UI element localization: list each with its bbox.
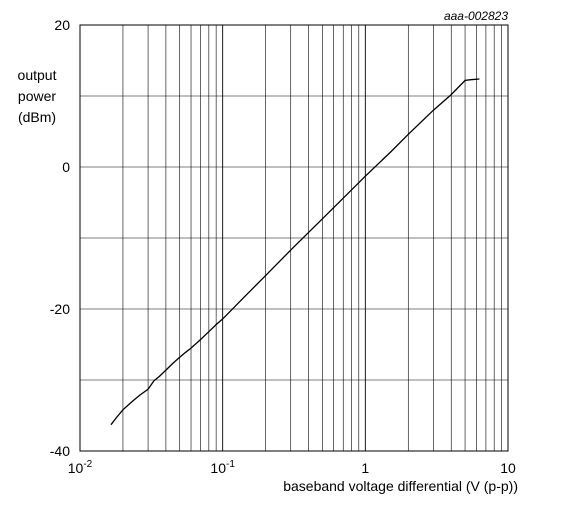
x-tick-label: 10-2: [68, 459, 93, 476]
y-tick-label: -20: [50, 301, 70, 317]
x-tick-label: 10-1: [210, 459, 235, 476]
x-tick-labels: 10-2 10-1 1 10: [68, 459, 516, 476]
y-tick-label: -40: [50, 443, 70, 459]
y-axis-label-line-1: output: [18, 67, 57, 83]
x-tick-label: 1: [361, 460, 369, 476]
y-tick-label: 0: [62, 159, 70, 175]
y-tick-labels: 20 0 -20 -40: [50, 17, 70, 459]
series-line: [110, 78, 480, 426]
x-axis-label: baseband voltage differential (V (p-p)): [283, 478, 518, 494]
x-tick-label: 10: [500, 460, 516, 476]
y-axis-label-line-2: power: [18, 88, 56, 104]
y-tick-label: 20: [54, 17, 70, 33]
y-axis-label-line-3: (dBm): [18, 109, 56, 125]
reference-code: aaa-002823: [444, 9, 508, 23]
plot-frame: [79, 24, 509, 452]
grid: [80, 25, 508, 451]
